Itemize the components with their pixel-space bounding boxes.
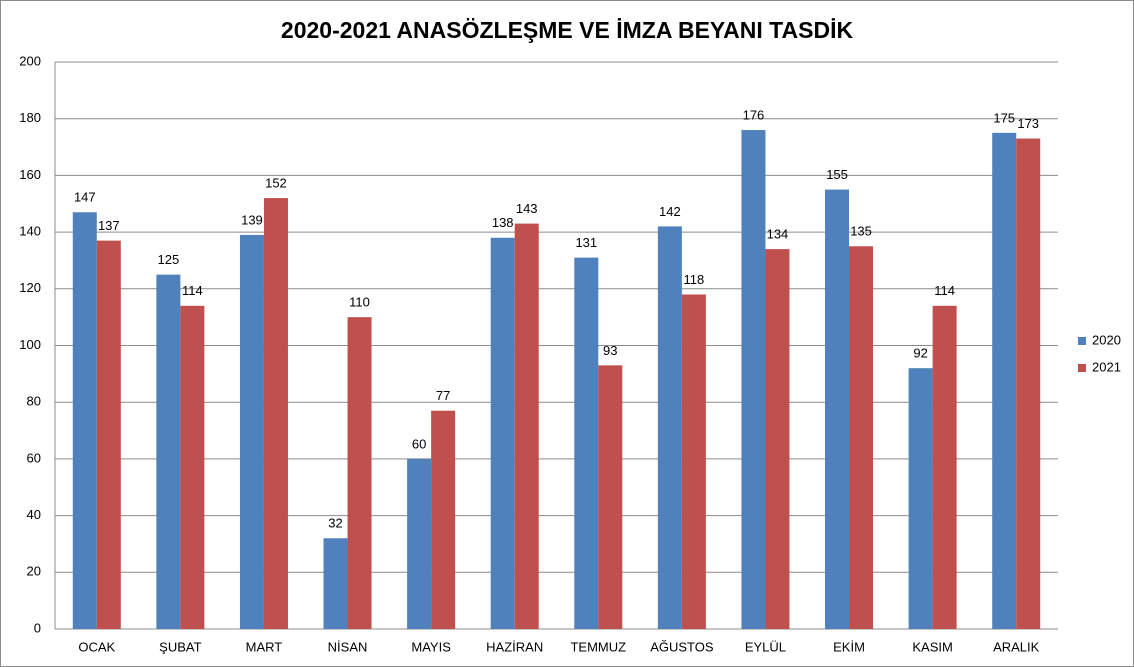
bar: [657, 226, 682, 629]
x-tick-label: HAZİRAN: [486, 639, 543, 654]
y-tick-label: 120: [19, 280, 41, 295]
bar: [431, 410, 456, 629]
bar: [72, 212, 97, 629]
data-label: 77: [436, 388, 450, 403]
bar: [849, 246, 874, 629]
bar: [180, 305, 205, 629]
bar: [741, 130, 766, 630]
data-label: 110: [349, 295, 370, 310]
bar: [681, 294, 706, 629]
bar: [908, 368, 933, 629]
data-label: 32: [328, 516, 342, 531]
data-label: 135: [850, 224, 872, 239]
legend-label: 2021: [1092, 359, 1121, 374]
data-label: 125: [158, 252, 180, 267]
bar: [765, 249, 790, 630]
data-label: 60: [412, 436, 426, 451]
data-label: 139: [241, 212, 263, 227]
data-label: 118: [684, 272, 705, 287]
data-label: 143: [516, 201, 538, 216]
x-tick-label: NİSAN: [328, 639, 368, 654]
legend-label: 2020: [1092, 332, 1121, 347]
data-label: 134: [767, 227, 789, 242]
data-label: 93: [603, 343, 617, 358]
y-tick-label: 40: [27, 507, 41, 522]
x-tick-label: MART: [246, 639, 283, 654]
data-label: 131: [575, 235, 597, 250]
data-label: 142: [659, 204, 681, 219]
bar: [490, 237, 515, 629]
bar: [323, 538, 348, 629]
data-label: 114: [934, 283, 955, 298]
y-tick-label: 200: [19, 53, 41, 68]
y-tick-label: 160: [19, 167, 41, 182]
bar: [514, 223, 539, 629]
data-label: 138: [492, 215, 514, 230]
x-tick-label: TEMMUZ: [570, 639, 626, 654]
y-tick-label: 180: [19, 110, 41, 125]
bar: [407, 458, 432, 629]
x-tick-label: OCAK: [78, 639, 115, 654]
bar: [598, 365, 623, 629]
x-tick-label: EKİM: [833, 639, 865, 654]
legend-swatch: [1078, 337, 1086, 345]
bar: [932, 305, 957, 629]
x-tick-label: AĞUSTOS: [650, 639, 714, 654]
bar: [263, 198, 288, 629]
y-tick-label: 80: [27, 394, 41, 409]
y-tick-label: 100: [19, 337, 41, 352]
bar: [239, 234, 264, 629]
data-label: 137: [98, 218, 120, 233]
chart-title: 2020-2021 ANASÖZLEŞME VE İMZA BEYANI TAS…: [281, 17, 854, 43]
x-tick-label: ARALIK: [993, 639, 1040, 654]
data-label: 173: [1017, 116, 1039, 131]
data-label: 175: [993, 110, 1015, 125]
data-label: 92: [913, 346, 927, 361]
data-label: 152: [265, 176, 287, 191]
x-tick-label: ŞUBAT: [159, 639, 201, 654]
bar: [347, 317, 372, 629]
y-tick-label: 60: [27, 450, 41, 465]
y-tick-label: 140: [19, 224, 41, 239]
data-label: 114: [182, 283, 203, 298]
data-label: 176: [743, 107, 765, 122]
x-tick-label: EYLÜL: [745, 639, 786, 654]
bar: [1016, 138, 1041, 630]
legend-swatch: [1078, 364, 1086, 372]
data-label: 155: [826, 167, 848, 182]
bar: [96, 240, 121, 630]
y-tick-label: 0: [34, 620, 41, 635]
x-tick-label: MAYIS: [411, 639, 451, 654]
x-tick-label: KASIM: [912, 639, 952, 654]
bar: [156, 274, 181, 629]
y-tick-label: 20: [27, 564, 41, 579]
data-label: 147: [74, 190, 96, 205]
bar: [825, 189, 850, 629]
bar: [992, 132, 1017, 629]
bar: [574, 257, 599, 629]
